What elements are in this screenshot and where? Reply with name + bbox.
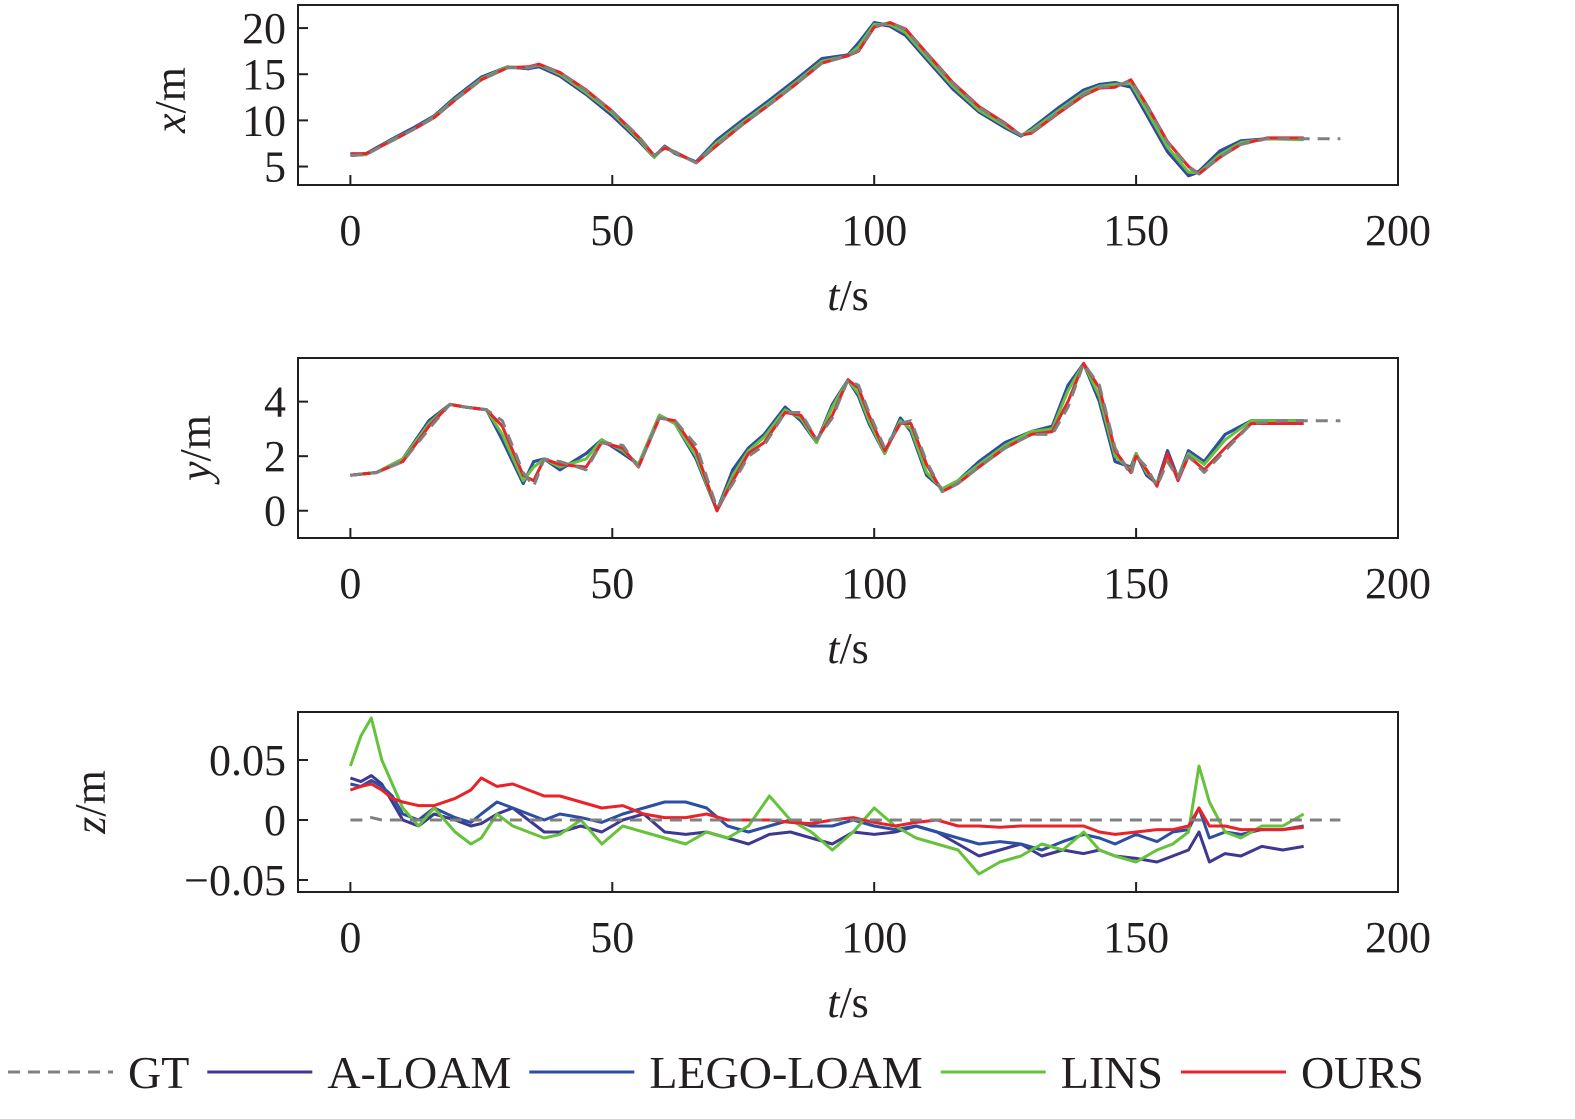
legend-label: A-LOAM — [327, 1047, 511, 1098]
x-axis-label-y: t/s — [827, 624, 869, 673]
x-axis-label-z: t/s — [827, 978, 869, 1027]
y-axis-label-unit: /m — [171, 415, 220, 461]
x-tick-label-y: 200 — [1365, 559, 1431, 608]
y-axis-label-x: x/m — [146, 67, 195, 134]
panel-y: 0 50 100 150 200 0 2 4 t/s y/m — [171, 357, 1431, 673]
y-tick-label-x: 15 — [242, 50, 286, 99]
x-tick-label-x: 200 — [1365, 206, 1431, 255]
legend-item-a-loam: A-LOAM — [207, 1047, 511, 1098]
y-tick-label-x: 10 — [242, 96, 286, 145]
x-axis-label-var: t — [827, 978, 841, 1027]
legend-item-lins: LINS — [940, 1047, 1163, 1098]
series-line-gt-z — [350, 816, 1341, 822]
y-tick-label-z: 0 — [264, 796, 286, 845]
series-line-lins-x — [350, 22, 1304, 175]
y-tick-label-x: 5 — [264, 143, 286, 192]
x-axis-label-unit: /s — [839, 271, 868, 320]
series-line-gt-y — [350, 362, 1341, 510]
series-group-y — [350, 362, 1341, 513]
series-line-gt-x — [350, 21, 1341, 176]
legend-item-lego-loam: LEGO-LOAM — [529, 1047, 923, 1098]
x-axis-label-unit: /s — [839, 978, 868, 1027]
y-axis-label-unit: /m — [146, 67, 195, 113]
x-axis-label-var: t — [827, 624, 841, 673]
y-axis-label-unit: /m — [66, 770, 115, 816]
legend: GT A-LOAM LEGO-LOAM LINS OURS — [8, 1047, 1424, 1098]
y-tick-label-y: 4 — [264, 378, 286, 427]
y-tick-label-z: 0.05 — [209, 736, 286, 785]
series-group-x — [350, 21, 1341, 178]
legend-label: LINS — [1061, 1047, 1163, 1098]
y-axis-label-var: y — [171, 461, 220, 485]
x-tick-label-y: 50 — [590, 559, 634, 608]
panel-z: 0 50 100 150 200 −0.05 0 0.05 t/s z/m — [66, 711, 1431, 1027]
series-line-a-loam-y — [350, 362, 1304, 513]
series-group-z — [348, 716, 1341, 876]
legend-label: LEGO-LOAM — [649, 1047, 922, 1098]
series-line-ours-x — [350, 21, 1304, 176]
x-tick-label-x: 150 — [1103, 206, 1169, 255]
y-tick-label-y: 2 — [264, 432, 286, 481]
x-tick-label-z: 200 — [1365, 913, 1431, 962]
series-line-lins-y — [350, 362, 1304, 513]
y-axis-label-var: z — [66, 817, 115, 835]
series-line-lins-z — [348, 716, 1305, 876]
x-tick-label-x: 50 — [590, 206, 634, 255]
series-line-ours-z — [349, 776, 1304, 836]
series-line-lego-loam-y — [350, 362, 1304, 513]
legend-item-ours: OURS — [1180, 1047, 1424, 1098]
plot-frame-z — [297, 711, 1399, 893]
x-tick-label-y: 100 — [841, 559, 907, 608]
plot-frame-x — [297, 4, 1399, 186]
x-axis-label-var: t — [827, 271, 841, 320]
series-line-a-loam-x — [350, 22, 1304, 178]
y-tick-label-x: 20 — [242, 4, 286, 53]
series-line-lego-loam-x — [350, 21, 1304, 177]
x-tick-label-z: 50 — [590, 913, 634, 962]
y-axis-label-var: x — [146, 113, 195, 134]
x-axis-label-x: t/s — [827, 271, 869, 320]
y-axis-label-y: y/m — [171, 415, 220, 485]
y-tick-label-z: −0.05 — [184, 856, 286, 905]
legend-label: OURS — [1301, 1047, 1424, 1098]
y-tick-label-y: 0 — [264, 487, 286, 536]
x-tick-label-x: 0 — [339, 206, 361, 255]
legend-item-gt: GT — [8, 1047, 189, 1098]
x-tick-label-y: 0 — [339, 559, 361, 608]
x-tick-label-z: 0 — [339, 913, 361, 962]
series-line-a-loam-z — [349, 774, 1304, 864]
x-axis-label-unit: /s — [839, 624, 868, 673]
x-tick-label-y: 150 — [1103, 559, 1169, 608]
x-tick-label-x: 100 — [841, 206, 907, 255]
plot-frame-y — [297, 357, 1399, 539]
x-tick-label-z: 150 — [1103, 913, 1169, 962]
x-tick-label-z: 100 — [841, 913, 907, 962]
y-axis-label-z: z/m — [66, 770, 115, 835]
legend-label: GT — [128, 1047, 189, 1098]
series-line-ours-y — [350, 362, 1304, 513]
